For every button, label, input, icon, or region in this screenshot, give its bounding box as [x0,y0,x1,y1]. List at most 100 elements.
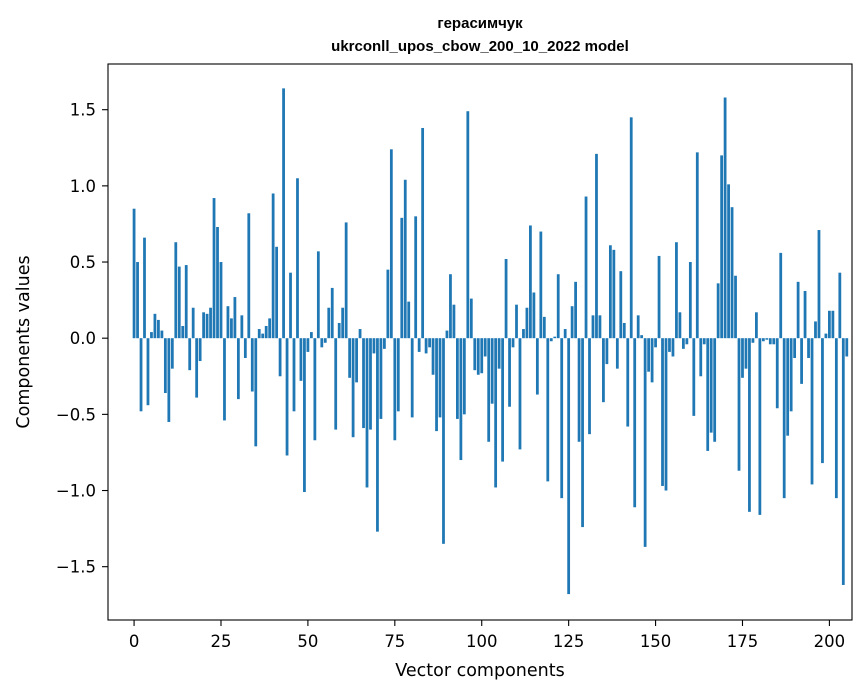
bar [709,338,713,433]
bar [570,306,574,339]
y-tick-label: −1.5 [56,558,96,577]
bar [362,338,365,429]
bars [132,88,849,595]
bar [494,338,498,488]
bar [275,246,279,339]
bar [282,88,285,339]
bar [389,149,393,339]
bar [344,222,348,339]
bar [292,338,296,412]
bar [407,301,411,339]
bar [807,338,810,358]
bar [577,338,581,442]
bar [761,338,765,342]
bar [195,338,199,398]
bar [320,338,324,348]
bar [240,315,244,339]
bar [608,245,612,339]
bar [257,329,261,339]
bar [296,178,299,339]
bar [153,313,157,339]
bar [685,338,689,345]
bar [768,338,772,345]
bar [782,338,786,499]
bar [612,249,616,339]
bar [831,310,835,339]
bar [556,274,560,339]
bar [160,330,164,339]
bar [174,242,178,339]
bar [741,338,744,378]
y-tick-label: 0.5 [70,253,96,272]
bar [369,338,372,430]
bar [786,338,790,436]
bar [748,338,751,512]
bar [435,338,438,432]
bar [814,321,817,339]
bar [150,332,153,339]
plot-frame [107,63,853,621]
chart-title: герасимчук [437,15,523,32]
bar [462,338,466,415]
bar [132,208,136,339]
bar [692,338,696,416]
bar [675,242,678,339]
bar [442,338,445,544]
bar [688,262,692,339]
bar [403,179,407,339]
y-tick-label: 0.0 [70,329,96,348]
bar [351,338,355,438]
bar [772,338,776,345]
bar [567,338,571,595]
bar [671,338,675,357]
bar [163,338,167,394]
x-tick-label: 150 [640,632,672,651]
bar [643,338,647,547]
bar [664,338,668,491]
y-axis-ticks: −1.5 −1.0 −0.5 0.0 0.5 1.0 1.5 [56,101,108,577]
bar [723,97,727,339]
bar [143,237,146,339]
bar [678,312,682,339]
bar [323,338,327,343]
bar [417,338,421,352]
bar [303,338,306,493]
bar [428,338,431,348]
x-axis-ticks: 0 25 50 75 100 125 150 175 200 [129,620,845,651]
bar [657,255,661,339]
bar [549,338,553,342]
bar [449,274,452,339]
bar [438,338,442,418]
bar [452,304,456,339]
bar [699,338,703,377]
bar [410,338,414,418]
bar [358,329,362,339]
bar [661,338,664,486]
bar [386,269,390,339]
chart-subtitle: ukrconll_upos_cbow_200_10_2022 model [331,38,629,55]
bar [605,338,609,365]
bar [480,338,484,374]
x-tick-label: 100 [466,632,498,651]
bar [595,153,598,339]
bar [810,338,814,485]
bar [706,338,710,451]
bar [716,283,720,339]
bar [278,338,282,377]
bar [365,338,369,488]
bar [640,335,644,339]
bar [793,338,797,358]
bar [205,313,209,339]
bar [209,307,212,339]
bar [508,338,511,407]
bar [497,338,501,369]
bar [306,338,310,352]
bar [226,306,230,339]
bar [789,338,793,412]
bar [216,226,219,339]
bar [584,196,588,339]
bar [264,326,268,339]
bar [243,338,247,358]
bar [654,338,657,348]
